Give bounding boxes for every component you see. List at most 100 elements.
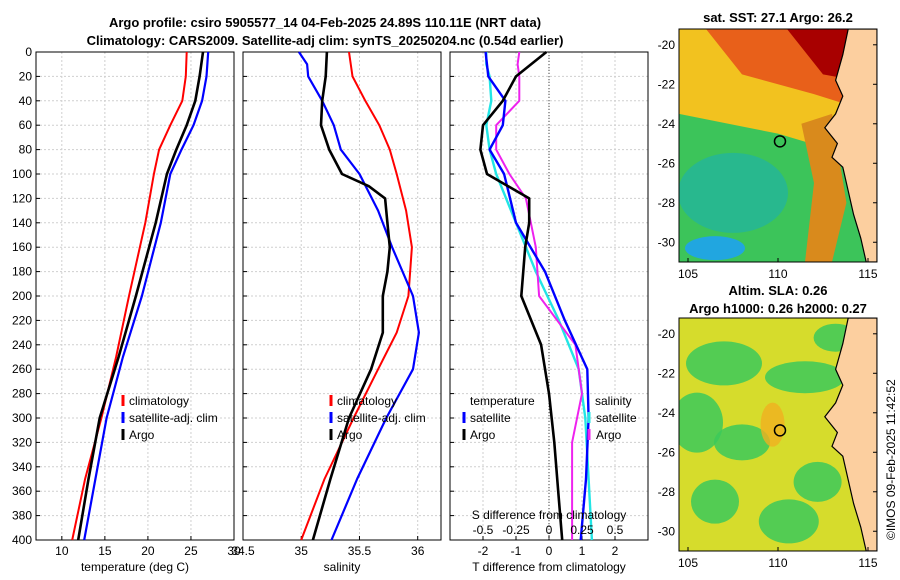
y-tick-label: -24 [658,117,676,131]
legend-label: satellite-adj. clim [129,411,218,425]
y-tick-label: -28 [658,196,676,210]
map-field [679,318,877,551]
y-tick-label: 320 [12,435,32,449]
y-tick-label: 180 [12,265,32,279]
y-tick-label: 400 [12,533,32,547]
sla-low-blob [758,499,819,544]
y-tick-label: 340 [12,460,32,474]
panel-temperature: 10 15 20 25 30020406080100120140160180200220… [12,45,241,574]
legend-label: climatology [337,394,397,408]
line-sdiff-satellite [484,51,590,541]
line-sal-satellite [297,51,420,541]
x-tick-label: 36 [411,544,425,558]
y-tick-label: -28 [658,485,676,499]
x2-tick-label: -0.25 [502,523,530,537]
x-tick-label: 115 [858,267,877,281]
x-tick-label: 25 [184,544,198,558]
panel-sst-map: 105 110 115 -20 -22 -24 -26 -28 -30 [658,28,878,281]
y-tick-label: 140 [12,216,32,230]
y-tick-label: -22 [658,366,676,380]
land [824,318,877,551]
sla-low-blob [679,392,723,453]
x-tick-label: 105 [678,267,698,281]
y-tick-label: 360 [12,484,32,498]
legend-label: satellite-adj. clim [337,411,426,425]
y-tick-label: -20 [658,327,676,341]
x-tick-label: 10 [55,544,69,558]
legend-label: Argo [470,428,496,442]
line-sal-climatology [300,51,413,541]
sla-low-blob [793,461,842,502]
y-tick-label: 120 [12,191,32,205]
panel-sla-map: 105 110 115 -20 -22 -24 -26 -28 -30 [658,317,878,570]
argo-position-marker [773,135,787,148]
sla-low-blob [691,479,739,524]
x-axis-label: T difference from climatology [472,560,626,574]
line-sdiff-argo [479,50,564,541]
x-tick-label: 20 [141,544,155,558]
y-tick-label: -26 [658,445,676,459]
y-tick-label: 100 [12,167,32,181]
x2-axis-label: S difference from climatology [472,508,627,522]
x-tick-label: 15 [98,544,112,558]
panel-difference: -2 -1 0 1 2 T difference from climatology S di… [449,50,649,574]
y-tick-label: -26 [658,156,676,170]
x-tick-label: 1 [579,544,586,558]
sla-low-blob [686,341,762,386]
sst-map-title: sat. SST: 27.1 Argo: 26.2 [703,10,853,25]
y-tick-label: 200 [12,289,32,303]
y-tick-label: -30 [658,235,676,249]
legend-label: Argo [337,428,363,442]
y-tick-label: 280 [12,387,32,401]
main-title-line1: Argo profile: csiro 5905577_14 04-Feb-20… [108,15,542,30]
y-tick-label: 60 [19,118,33,132]
y-tick-label: -22 [658,77,676,91]
line-tdiff-argo [495,51,583,540]
y-tick-label: 160 [12,240,32,254]
x-axis-label: salinity [324,560,361,574]
map-field [679,29,877,262]
x2-tick-label: -0.5 [473,523,494,537]
x2-tick-label: 0 [546,523,553,537]
legend-label: climatology [129,394,189,408]
x-tick-label: 115 [858,556,877,570]
legend-label: satellite [596,411,637,425]
sst-cold-patch [685,236,745,261]
x-tick-label: 105 [678,556,698,570]
main-title-line2: Climatology: CARS2009. Satellite-adj cli… [86,33,564,48]
x-tick-label: 110 [768,267,787,281]
x-tick-label: 35 [295,544,309,558]
y-tick-label: 240 [12,338,32,352]
sst-cool-patch [679,152,788,233]
x-tick-label: 30 [227,544,241,558]
y-tick-label: 20 [19,69,33,83]
sla-low-blob [765,361,845,394]
legend-label: Argo [129,428,155,442]
land [824,29,877,262]
x-tick-label: 34.5 [231,544,255,558]
sla-map-title-line1: Altim. SLA: 0.26 [728,283,828,298]
x-tick-label: 110 [768,556,787,570]
x-tick-label: 2 [612,544,619,558]
y-tick-label: -20 [658,38,676,52]
x2-tick-label: 0.25 [570,523,594,537]
legend-title: temperature [470,394,535,408]
sla-map-title-line2: Argo h1000: 0.26 h2000: 0.27 [689,301,867,316]
x-tick-label: -1 [511,544,522,558]
line-temp-argo [76,51,205,541]
x-axis-label: temperature (deg C) [81,560,189,574]
line-sal-argo [311,51,392,541]
y-tick-label: -24 [658,406,676,420]
argo-position-marker [773,424,787,437]
x-tick-label: 35.5 [348,544,372,558]
x-tick-label: -2 [478,544,489,558]
legend-title: salinity [595,394,632,408]
y-tick-label: 80 [19,143,33,157]
legend-label: Argo [596,428,622,442]
sla-low-blob [714,424,770,461]
y-tick-label: 300 [12,411,32,425]
x2-tick-label: 0.5 [607,523,624,537]
y-tick-label: 260 [12,362,32,376]
panel-salinity: 34.5 35 35.5 36 salinity climatology satellite… [231,51,442,574]
